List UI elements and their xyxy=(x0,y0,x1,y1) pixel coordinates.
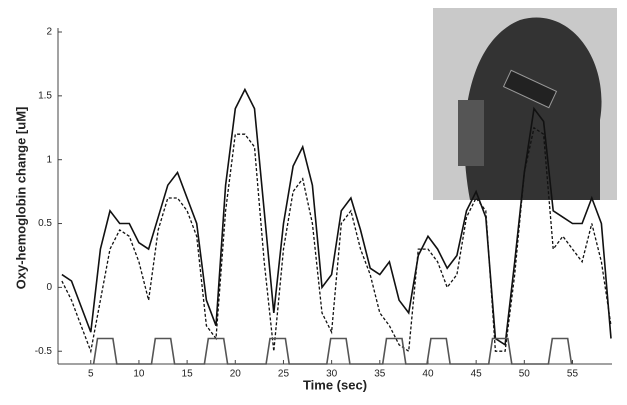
y-axis-title: Oxy-hemoglobin change [uM] xyxy=(13,107,28,290)
y-tick-label: 0.5 xyxy=(38,218,52,229)
x-tick-label: 30 xyxy=(326,369,338,380)
x-tick-label: 25 xyxy=(278,369,290,380)
x-tick-label: 10 xyxy=(133,369,145,380)
x-tick-label: 40 xyxy=(422,369,434,380)
photo-mask xyxy=(458,100,484,166)
y-tick-label: -0.5 xyxy=(35,346,53,357)
photo-inset xyxy=(433,8,617,200)
x-tick-label: 45 xyxy=(471,369,483,380)
photo-device xyxy=(502,69,558,109)
series-line xyxy=(61,126,612,354)
x-tick-label: 5 xyxy=(88,369,94,380)
y-tick-label: 2 xyxy=(46,27,52,38)
y-tick-label: 1.5 xyxy=(38,90,52,101)
x-tick-label: 15 xyxy=(182,369,194,380)
x-tick-label: 50 xyxy=(519,369,531,380)
y-tick-label: 0 xyxy=(46,282,52,293)
photo-headgear xyxy=(464,17,602,200)
x-tick-label: 20 xyxy=(230,369,242,380)
x-tick-label: 35 xyxy=(374,369,386,380)
x-axis-title: Time (sec) xyxy=(303,377,367,392)
y-tick-label: 1 xyxy=(46,154,52,165)
x-tick-label: 55 xyxy=(567,369,579,380)
series-line xyxy=(92,337,573,365)
